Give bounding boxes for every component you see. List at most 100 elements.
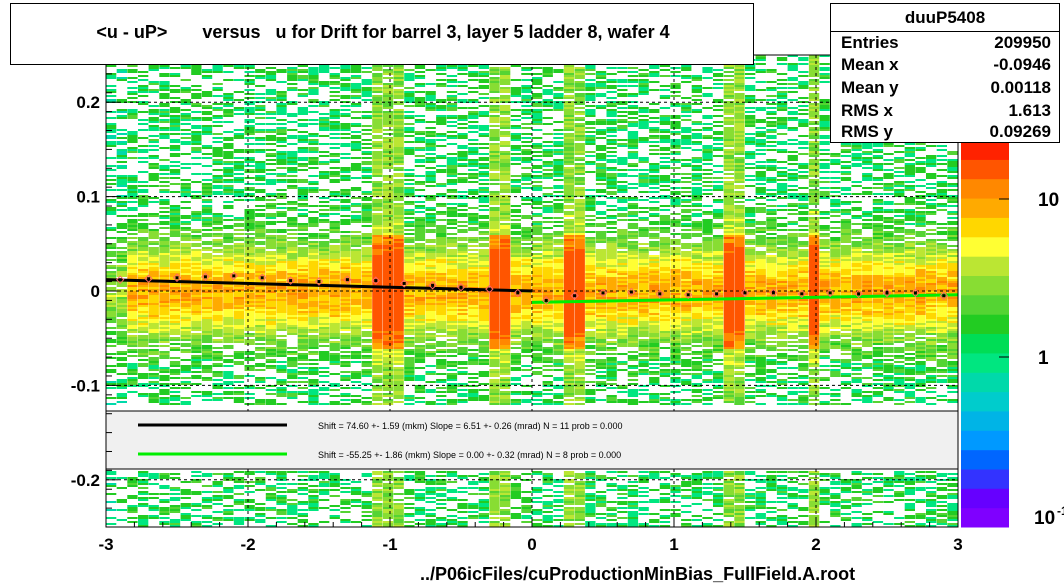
heatmap-cell — [233, 339, 245, 341]
heatmap-cell — [169, 283, 181, 285]
heatmap-cell — [191, 309, 202, 311]
heatmap-cell — [436, 117, 447, 119]
heatmap-cell — [212, 65, 223, 67]
heatmap-cell — [446, 137, 458, 139]
heatmap-cell — [393, 301, 404, 303]
heatmap-cell — [414, 523, 426, 525]
heatmap-cell — [382, 253, 394, 255]
heatmap-cell — [468, 115, 479, 117]
heatmap-cell — [350, 521, 362, 523]
heatmap-cell — [329, 261, 340, 263]
heatmap-cell — [489, 83, 500, 85]
heatmap-cell — [350, 77, 362, 79]
heatmap-cell — [244, 195, 255, 197]
heatmap-cell — [233, 233, 245, 235]
heatmap-cell — [191, 173, 202, 175]
heatmap-cell — [276, 345, 287, 347]
heatmap-cell — [319, 213, 330, 215]
heatmap-cell — [191, 355, 202, 357]
heatmap-cell — [201, 339, 213, 341]
heatmap-cell — [138, 225, 149, 227]
heatmap-cell — [350, 287, 362, 289]
heatmap-cell — [425, 263, 436, 265]
heatmap-cell — [297, 259, 308, 261]
heatmap-cell — [329, 205, 340, 207]
heatmap-cell — [340, 85, 351, 87]
heatmap-cell — [361, 383, 372, 385]
heatmap-cell — [382, 91, 394, 93]
heatmap-cell — [201, 207, 213, 209]
heatmap-cell — [457, 343, 468, 345]
heatmap-cell — [468, 481, 479, 483]
heatmap-cell — [180, 235, 191, 237]
heatmap-cell — [201, 179, 213, 181]
heatmap-cell — [457, 361, 468, 363]
heatmap-cell — [159, 119, 170, 121]
heatmap-cell — [468, 149, 479, 151]
heatmap-cell — [436, 183, 447, 185]
heatmap-cell — [468, 117, 479, 119]
heatmap-cell — [106, 297, 117, 299]
heatmap-cell — [457, 393, 468, 395]
heatmap-cell — [382, 321, 394, 323]
heatmap-cell — [446, 303, 458, 305]
heatmap-cell — [212, 285, 223, 287]
heatmap-cell — [116, 215, 127, 217]
heatmap-cell — [372, 115, 383, 117]
heatmap-cell — [404, 403, 415, 405]
heatmap-cell — [276, 119, 287, 121]
heatmap-cell — [201, 107, 213, 109]
heatmap-cell — [372, 227, 383, 229]
heatmap-cell — [297, 503, 308, 505]
heatmap-cell — [425, 267, 436, 269]
heatmap-cell — [180, 335, 191, 337]
heatmap-cell — [297, 261, 308, 263]
heatmap-cell — [127, 335, 138, 337]
heatmap-cell — [276, 389, 287, 391]
heatmap-cell — [297, 327, 308, 329]
heatmap-cell — [393, 343, 404, 345]
heatmap-cell — [382, 387, 394, 389]
heatmap-cell — [436, 367, 447, 369]
heatmap-cell — [138, 273, 149, 275]
heatmap-cell — [287, 503, 298, 505]
heatmap-cell — [159, 135, 170, 137]
heatmap-cell — [393, 91, 404, 93]
heatmap-cell — [180, 381, 191, 383]
heatmap-cell — [159, 371, 170, 373]
heatmap-cell — [265, 241, 277, 243]
heatmap-cell — [446, 109, 458, 111]
heatmap-cell — [148, 223, 159, 225]
heatmap-cell — [180, 331, 191, 333]
heatmap-cell — [116, 259, 127, 261]
heatmap-cell — [223, 381, 234, 383]
heatmap-cell — [436, 319, 447, 321]
heatmap-cell — [308, 191, 319, 193]
heatmap-cell — [223, 345, 234, 347]
heatmap-cell — [436, 157, 447, 159]
heatmap-cell — [276, 305, 287, 307]
heatmap-cell — [489, 279, 500, 281]
heatmap-cell — [425, 121, 436, 123]
heatmap-cell — [350, 319, 362, 321]
heatmap-cell — [287, 137, 298, 139]
heatmap-cell — [297, 275, 308, 277]
heatmap-cell — [308, 151, 319, 153]
heatmap-cell — [340, 345, 351, 347]
heatmap-cell — [287, 319, 298, 321]
heatmap-cell — [233, 163, 245, 165]
heatmap-cell — [308, 211, 319, 213]
heatmap-cell — [350, 297, 362, 299]
heatmap-cell — [382, 133, 394, 135]
heatmap-cell — [340, 199, 351, 201]
heatmap-cell — [340, 241, 351, 243]
heatmap-cell — [180, 65, 191, 67]
heatmap-cell — [468, 161, 479, 163]
heatmap-cell — [382, 77, 394, 79]
heatmap-cell — [436, 325, 447, 327]
heatmap-cell — [127, 295, 138, 297]
heatmap-cell — [361, 281, 372, 283]
heatmap-cell — [276, 267, 287, 269]
heatmap-cell — [297, 331, 308, 333]
heatmap-cell — [255, 191, 266, 193]
